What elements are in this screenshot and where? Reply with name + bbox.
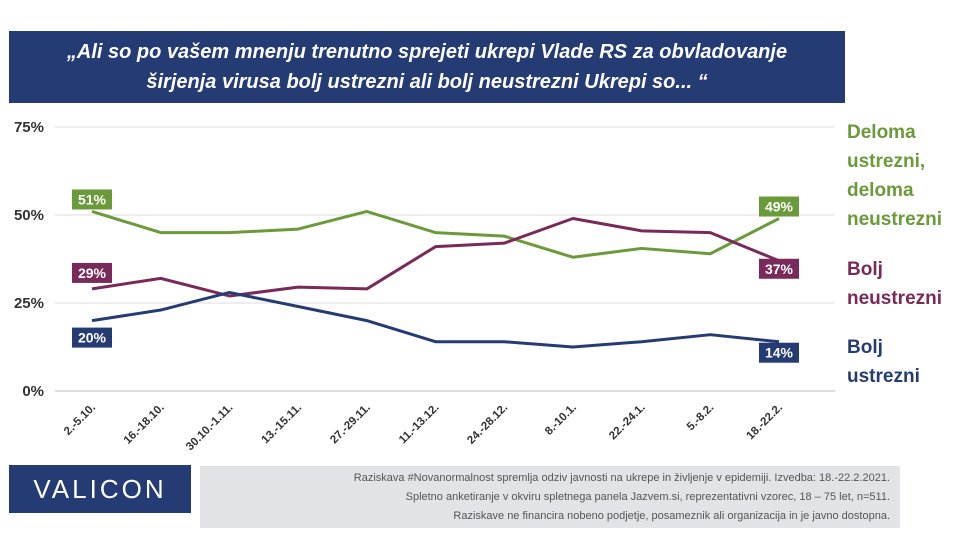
legend-partly-line: neustrezni — [847, 209, 943, 230]
chart-title-line-2: širjenja virusa bolj ustrezni ali bolj n… — [146, 71, 708, 93]
data-label-box — [72, 262, 112, 283]
legend-suitable-line: ustrezni — [847, 366, 920, 387]
y-axis: 0% 25% 50% 75% — [14, 119, 44, 400]
data-label-box — [72, 327, 112, 348]
y-tick-label: 25% — [14, 295, 44, 312]
data-label-box — [759, 196, 799, 217]
legend-partly-line: deloma — [847, 180, 914, 201]
legend-more-suitable: Bolj ustrezni — [847, 333, 920, 391]
y-tick-label: 0% — [22, 383, 44, 400]
data-label-box — [759, 258, 799, 279]
x-axis: 2.-5.10. 16.-18.10. 30.10.-1.11. 13.-15.11.… — [62, 402, 785, 453]
footer-note: Raziskava #Novanormalnost spremlja odziv… — [200, 466, 900, 528]
x-tick-label: 11.-13.12. — [397, 402, 442, 447]
series-line — [91, 217, 780, 298]
footer-note-line: Raziskava #Novanormalnost spremlja odziv… — [353, 472, 890, 484]
x-tick-label: 24.-28.12. — [465, 402, 510, 447]
valicon-logo: VALICON — [9, 465, 191, 513]
data-label: 49% — [765, 199, 794, 215]
x-tick-label: 30.10.-1.11. — [184, 402, 235, 453]
data-label-box — [72, 189, 112, 210]
legend-partly-line: ustrezni, — [847, 151, 926, 172]
data-label: 29% — [78, 265, 107, 281]
legend-more-unsuitable: Bolj neustrezni — [847, 255, 942, 313]
legend-unsuitable-line: neustrezni — [847, 288, 943, 309]
x-tick-label: 13.-15.11. — [260, 402, 305, 447]
legend-suitable-line: Bolj — [847, 337, 883, 358]
x-tick-label: 22.-24.1. — [607, 402, 648, 443]
footer-note-line: Raziskave ne financira nobeno podjetje, … — [453, 510, 890, 522]
series-lines — [91, 209, 780, 349]
x-tick-label: 16.-18.10. — [122, 402, 167, 447]
x-tick-label: 5.-8.2. — [685, 402, 717, 434]
data-label: 14% — [765, 345, 794, 361]
x-tick-label: 18.-22.2. — [745, 402, 786, 443]
footer-note-line: Spletno anketiranje v okviru spletnega p… — [405, 491, 890, 503]
data-label: 51% — [78, 191, 107, 207]
y-tick-label: 75% — [14, 119, 44, 136]
x-tick-label: 8.-10.1. — [543, 402, 579, 438]
chart-title-line-1: „Ali so po vašem mnenju trenutno sprejet… — [66, 41, 788, 63]
data-labels: 51% 49% 29% 37% 20% 14% — [72, 189, 799, 363]
data-label: 20% — [78, 330, 107, 346]
data-label: 37% — [765, 261, 794, 277]
series-line — [91, 290, 780, 349]
legend-unsuitable-line: Bolj — [847, 259, 883, 280]
data-label-box — [759, 342, 799, 363]
x-tick-label: 2.-5.10. — [62, 402, 98, 438]
series-line — [91, 209, 780, 259]
legend-partly-suitable: Deloma ustrezni, deloma neustrezni — [847, 118, 942, 234]
y-tick-label: 50% — [14, 207, 44, 224]
legend-partly-line: Deloma — [847, 122, 916, 143]
x-tick-label: 27.-29.11. — [328, 402, 373, 447]
grid-lines — [55, 126, 835, 392]
chart-title-box: „Ali so po vašem mnenju trenutno sprejet… — [9, 31, 845, 103]
